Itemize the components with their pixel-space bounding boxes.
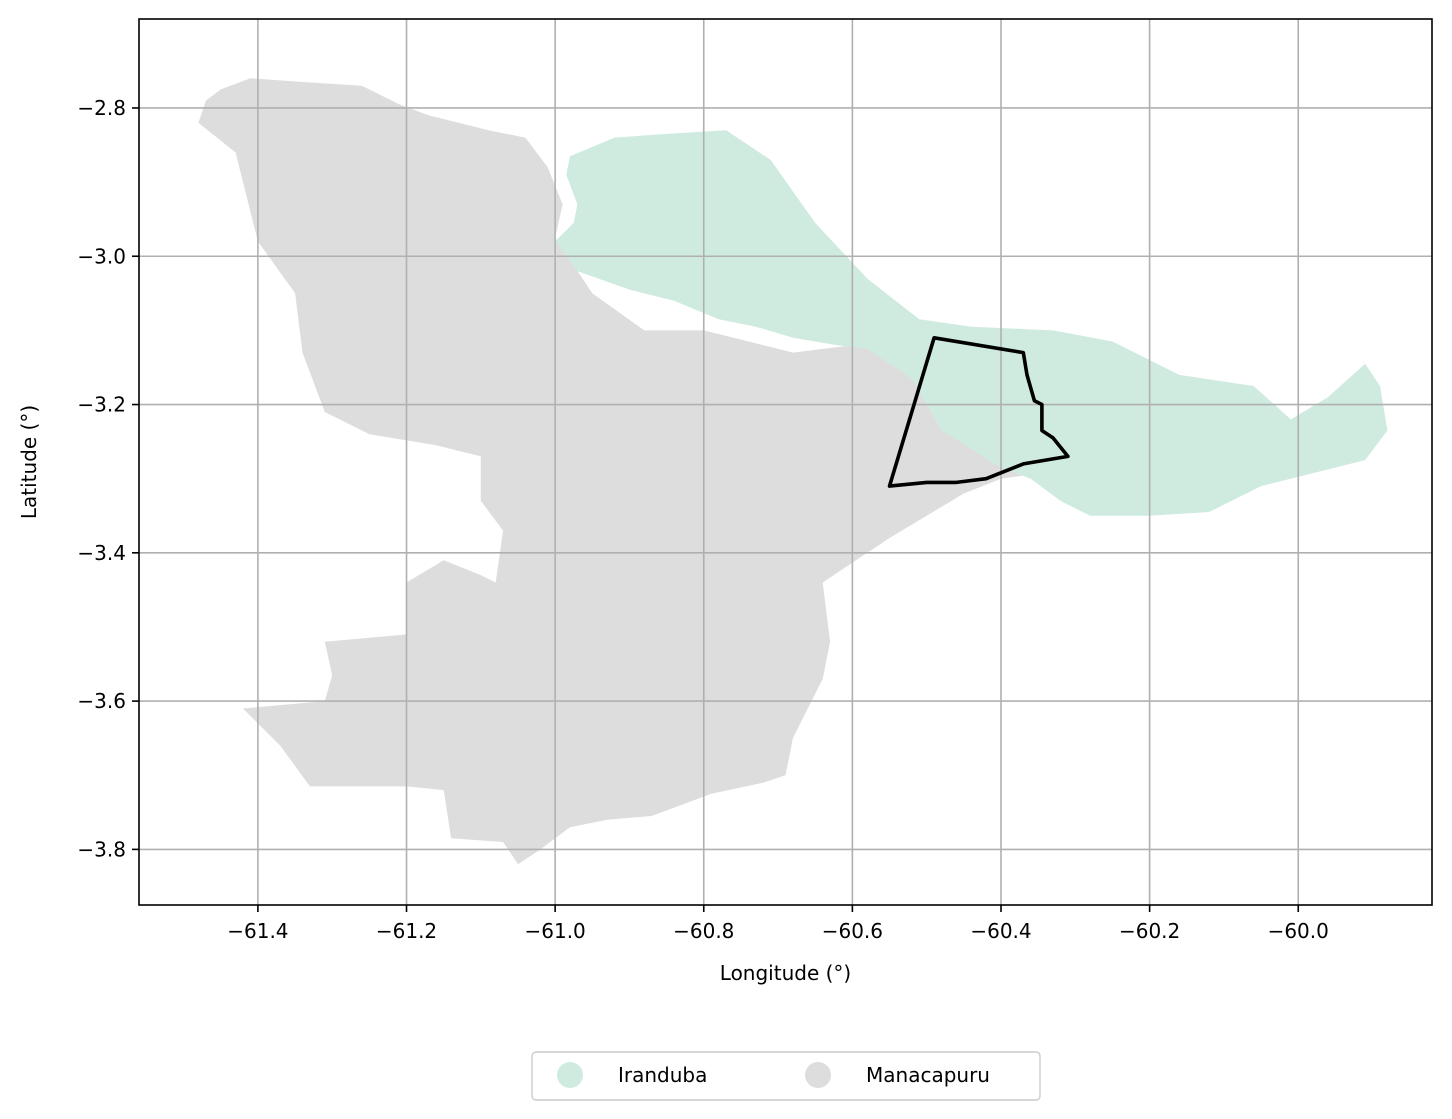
x-tick-label: −60.6: [822, 919, 883, 943]
y-axis-label: Latitude (°): [17, 405, 41, 519]
legend-box: [531, 1051, 1041, 1101]
legend-label: Iranduba: [618, 1063, 707, 1087]
y-tick-label: −3.2: [77, 393, 126, 417]
plot-area: [138, 18, 1433, 906]
y-tick-label: −2.8: [77, 96, 126, 120]
x-tick-label: −61.2: [376, 919, 437, 943]
axes-frame: [138, 18, 1433, 906]
region-manacapuru: [198, 78, 1083, 865]
y-tick-label: −3.4: [77, 541, 126, 565]
legend-swatch: [805, 1062, 831, 1088]
legend-swatch: [557, 1062, 583, 1088]
legend-items: Iranduba Manacapuru: [557, 1062, 990, 1088]
y-tick-label: −3.6: [77, 689, 126, 713]
x-tick-label: −61.4: [227, 919, 288, 943]
y-tick-label: −3.0: [77, 244, 126, 268]
highlight-outline: [887, 336, 1070, 488]
region-iranduba: [555, 130, 1388, 516]
legend-item-iranduba: Iranduba: [557, 1062, 707, 1088]
x-tick-label: −60.0: [1268, 919, 1329, 943]
x-tick-label: −61.0: [524, 919, 585, 943]
highlight-outline-layer: [887, 336, 1070, 488]
legend-label: Manacapuru: [866, 1063, 990, 1087]
x-tick-label: −60.2: [1119, 919, 1180, 943]
x-axis-label: Longitude (°): [720, 961, 851, 985]
legend: Iranduba Manacapuru: [531, 1051, 1041, 1101]
x-axis-ticks: −61.4 −61.2 −61.0 −60.8 −60.6 −60.4 −60.2 −60.0: [227, 905, 1329, 943]
x-tick-label: −60.4: [970, 919, 1031, 943]
y-axis-ticks: −2.8 −3.0 −3.2 −3.4 −3.6 −3.8: [77, 96, 139, 861]
legend-item-manacapuru: Manacapuru: [805, 1062, 990, 1088]
regions-layer: [198, 78, 1388, 865]
gridlines: [139, 19, 1432, 905]
x-tick-label: −60.8: [673, 919, 734, 943]
y-tick-label: −3.8: [77, 837, 126, 861]
